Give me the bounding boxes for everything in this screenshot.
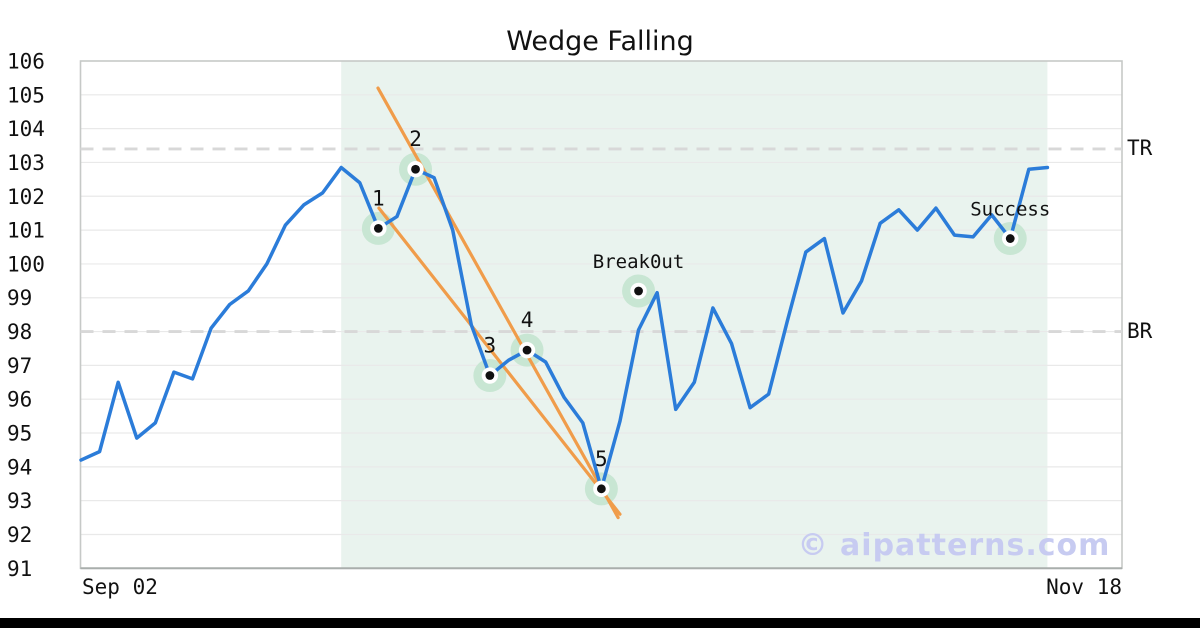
price-line xyxy=(79,165,1050,491)
marker-label: 2 xyxy=(409,127,422,151)
marker-dot xyxy=(1005,234,1015,243)
chart-title: Wedge Falling xyxy=(506,26,694,57)
x-tick-label-end: Nov 18 xyxy=(1046,575,1122,599)
y-tick-label: 91 xyxy=(7,557,32,581)
y-tick-label: 96 xyxy=(7,388,32,412)
y-tick-label: 98 xyxy=(7,320,32,344)
pattern-shade-region xyxy=(341,61,1048,569)
y-tick-label: 106 xyxy=(7,50,45,74)
y-tick-label: 105 xyxy=(7,83,45,107)
marker-label: 4 xyxy=(521,308,534,332)
marker-label: 5 xyxy=(595,447,608,471)
y-tick-label: 94 xyxy=(7,455,32,479)
tr-level-label: TR xyxy=(1127,136,1153,161)
marker-dot xyxy=(596,484,606,494)
marker-dot xyxy=(634,286,643,296)
y-tick-label: 102 xyxy=(7,185,45,209)
marker-label: Break0ut xyxy=(593,251,685,273)
y-tick-label: 99 xyxy=(7,286,32,310)
y-tick-label: 103 xyxy=(7,151,45,175)
marker-label: Success xyxy=(970,199,1050,221)
y-tick-label: 101 xyxy=(7,219,45,243)
y-tick-label: 104 xyxy=(7,117,45,141)
x-tick-label-start: Sep 02 xyxy=(82,575,158,599)
y-tick-label: 97 xyxy=(7,354,32,378)
y-tick-label: 93 xyxy=(7,489,32,513)
marker-label: 1 xyxy=(372,186,385,210)
marker-label: 3 xyxy=(484,334,497,358)
wedge-lower-trendline xyxy=(377,206,622,516)
marker-dot xyxy=(373,224,383,233)
marker-dot xyxy=(522,345,532,355)
bottom-bar xyxy=(0,618,1200,628)
y-tick-label: 100 xyxy=(7,252,45,276)
watermark: © aipatterns.com xyxy=(797,528,1111,563)
marker-dot xyxy=(485,371,495,380)
wedge-upper-trendline xyxy=(376,86,620,520)
y-tick-label: 92 xyxy=(7,523,32,547)
br-level-label: BR xyxy=(1127,319,1153,344)
marker-dot xyxy=(411,164,420,174)
y-tick-label: 95 xyxy=(7,422,32,446)
